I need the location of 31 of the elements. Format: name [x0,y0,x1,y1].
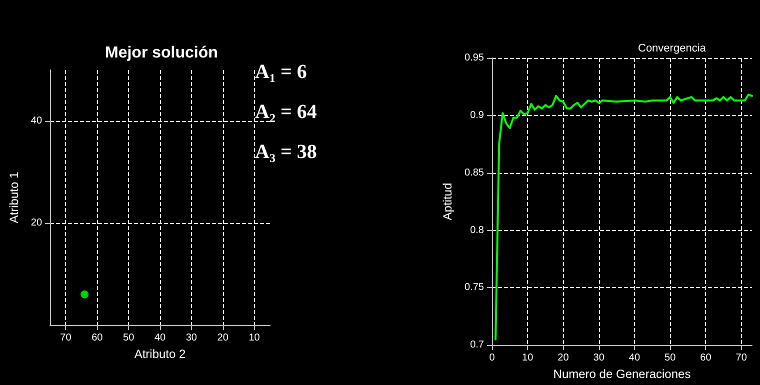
annotation: A₂ = 64 [255,101,317,123]
x-axis-title: Numero de Generaciones [553,367,691,381]
x-tick-label: 20 [558,352,570,364]
x-tick-label: 10 [248,332,260,344]
annotation: A₃ = 38 [255,141,317,163]
y-tick-label: 0.7 [470,340,484,351]
x-tick-label: 0 [489,352,496,364]
y-axis-title: Aptitud [440,182,455,220]
y-tick-label: 0.8 [470,224,484,236]
x-tick-label: 60 [700,352,712,364]
chart-title: Mejor solución [105,44,218,62]
x-tick-label: 20 [217,332,229,344]
y-tick-label: 0.75 [464,282,484,294]
y-tick-label: 0.95 [464,52,484,64]
y-tick-label: 0.9 [470,110,484,121]
annotation: A₁ = 6 [255,61,307,83]
x-tick-label: 40 [154,332,166,344]
x-tick-label: 10 [522,352,534,364]
y-axis-title: Atributo 1 [7,172,21,224]
y-tick-label: 0.85 [464,167,484,178]
x-tick-label: 40 [628,352,640,364]
x-tick-label: 50 [123,332,135,344]
chart-title: Convergencia [638,42,707,54]
x-axis-title: Atributo 2 [134,346,186,361]
x-tick-label: 70 [736,352,748,364]
x-tick-label: 60 [92,332,104,344]
x-tick-label: 30 [186,332,198,344]
x-tick-label: 70 [60,332,72,344]
x-tick-label: 50 [664,352,676,364]
line-series [494,94,753,340]
x-tick-label: 30 [593,352,605,364]
